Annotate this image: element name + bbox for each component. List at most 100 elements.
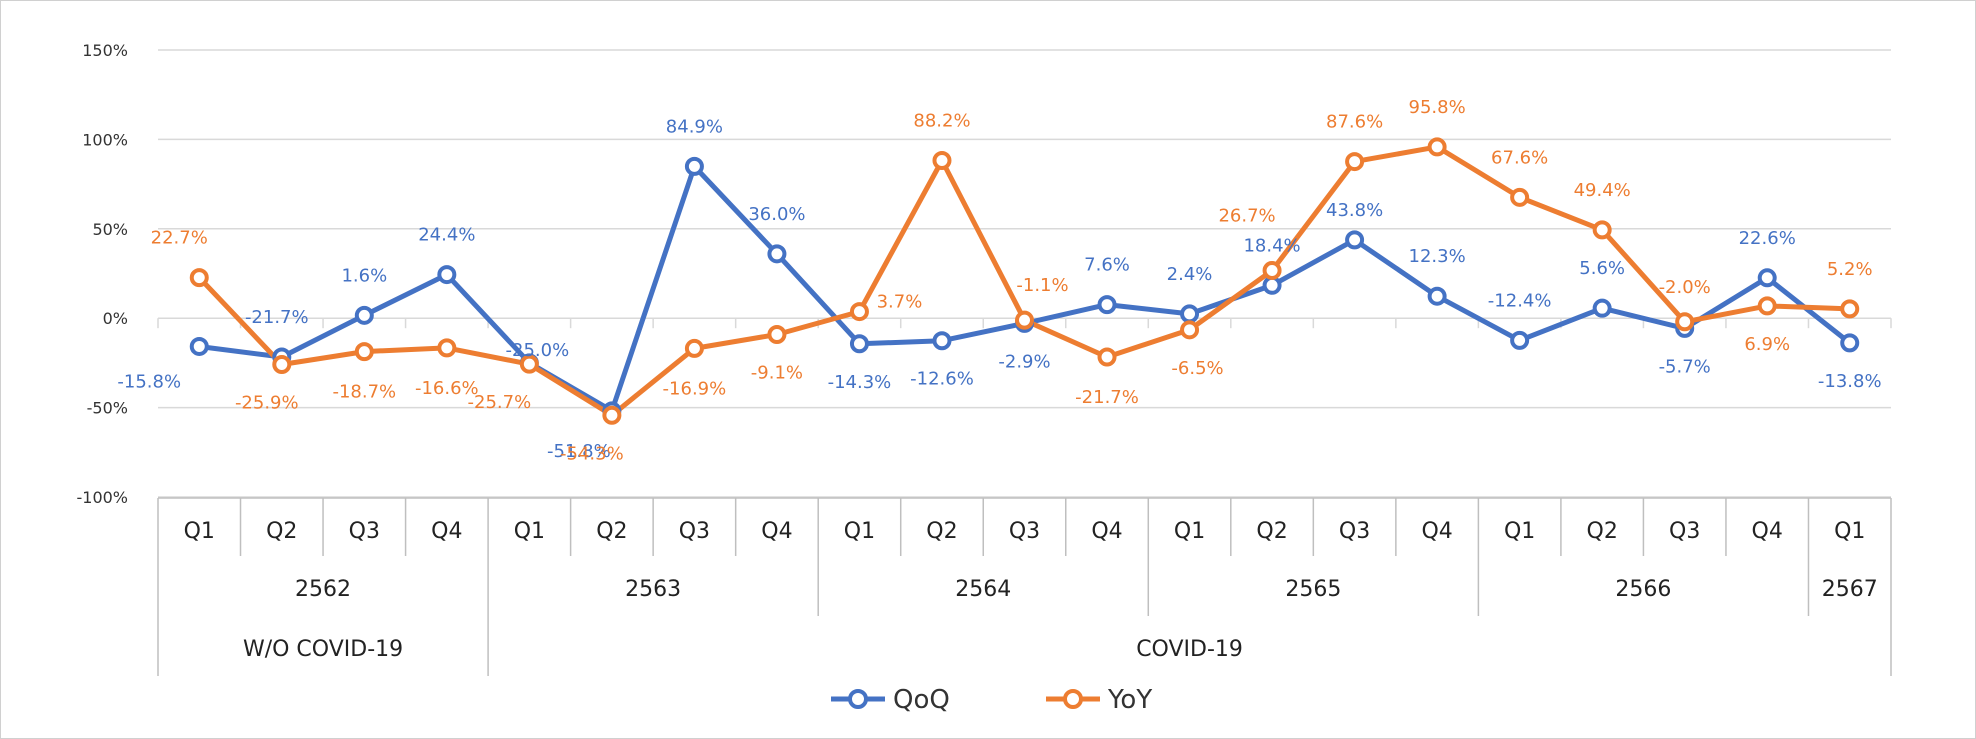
data-label-qoq: 36.0% xyxy=(748,204,805,225)
quarter-label: Q3 xyxy=(679,519,710,544)
data-point-qoq xyxy=(1097,295,1117,315)
category-axis: Q1 Q2 Q3 Q4 Q1 Q2 Q3 Q4 Q1 Q2 Q3 Q4 Q1 Q2 Q3 Q4 Q1 Q2 Q3 Q4… xyxy=(157,497,1892,676)
data-label-yoy: 3.7% xyxy=(877,292,923,313)
data-point-qoq xyxy=(849,334,869,354)
legend: QoQ YoY xyxy=(831,685,1152,715)
quarter-label: Q2 xyxy=(1587,519,1618,544)
data-label-qoq: 12.3% xyxy=(1409,246,1466,267)
data-label-yoy: 87.6% xyxy=(1326,112,1383,133)
data-label-qoq: -13.8% xyxy=(1818,371,1882,392)
quarter-label: Q2 xyxy=(1256,519,1287,544)
data-label-yoy: 5.2% xyxy=(1827,259,1873,280)
y-tick-label: 50% xyxy=(92,220,128,239)
data-point-yoy xyxy=(1180,320,1200,340)
data-label-yoy: -54.3% xyxy=(560,443,624,464)
quarter-label: Q3 xyxy=(1009,519,1040,544)
year-label: 2563 xyxy=(625,577,681,602)
legend-marker-point xyxy=(1063,689,1083,709)
data-point-qoq xyxy=(1345,230,1365,250)
data-label-yoy: -6.5% xyxy=(1171,358,1223,379)
quarter-label: Q1 xyxy=(184,519,215,544)
data-label-yoy: 26.7% xyxy=(1218,205,1275,226)
quarter-label: Q2 xyxy=(266,519,297,544)
data-point-yoy xyxy=(602,405,622,425)
quarter-label: Q2 xyxy=(926,519,957,544)
data-point-yoy xyxy=(1592,220,1612,240)
data-point-qoq xyxy=(1840,333,1860,353)
quarter-label: Q1 xyxy=(1834,519,1865,544)
data-label-yoy: 49.4% xyxy=(1574,180,1631,201)
y-tick-label: 0% xyxy=(103,309,128,328)
data-point-yoy xyxy=(767,324,787,344)
quarter-label: Q3 xyxy=(1669,519,1700,544)
data-point-qoq xyxy=(1262,275,1282,295)
data-label-yoy: 95.8% xyxy=(1409,97,1466,118)
data-label-yoy: -25.7% xyxy=(468,392,532,413)
data-label-qoq: -21.7% xyxy=(245,307,309,328)
data-label-yoy: 88.2% xyxy=(913,110,970,131)
data-point-qoq xyxy=(1757,268,1777,288)
data-point-qoq xyxy=(437,265,457,285)
data-point-yoy xyxy=(1675,312,1695,332)
legend-marker-point xyxy=(848,689,868,709)
data-label-yoy: -21.7% xyxy=(1075,387,1139,408)
year-label: 2565 xyxy=(1285,577,1341,602)
data-point-yoy xyxy=(1262,260,1282,280)
year-label: 2564 xyxy=(955,577,1011,602)
data-point-yoy xyxy=(1427,137,1447,157)
quarter-label: Q1 xyxy=(514,519,545,544)
data-label-qoq: 1.6% xyxy=(341,265,387,286)
quarter-label: Q3 xyxy=(1339,519,1370,544)
data-label-yoy: -1.1% xyxy=(1016,275,1068,296)
data-point-qoq xyxy=(1180,304,1200,324)
data-point-yoy xyxy=(1840,299,1860,319)
quarter-label: Q2 xyxy=(596,519,627,544)
data-label-qoq: -12.6% xyxy=(910,369,974,390)
data-point-yoy xyxy=(1015,310,1034,330)
y-tick-label: 100% xyxy=(82,130,128,149)
data-label-yoy: 67.6% xyxy=(1491,147,1548,168)
series-layer xyxy=(189,137,1860,425)
data-point-yoy xyxy=(437,338,457,358)
legend-label: YoY xyxy=(1107,685,1152,715)
y-tick-label: 150% xyxy=(82,41,128,60)
data-label-yoy: -25.9% xyxy=(235,393,299,414)
y-tick-label: -50% xyxy=(87,399,128,418)
data-label-yoy: 6.9% xyxy=(1744,334,1790,355)
data-label-yoy: -9.1% xyxy=(751,362,803,383)
data-label-yoy: -16.6% xyxy=(415,378,479,399)
quarter-label: Q4 xyxy=(1091,519,1122,544)
y-axis-ticks: 150% 100% 50% 0% -50% -100% xyxy=(76,41,128,507)
data-label-qoq: -51.8% xyxy=(547,441,611,462)
period-label: COVID-19 xyxy=(1136,637,1243,662)
data-point-qoq xyxy=(1510,330,1530,350)
data-label-qoq: 84.9% xyxy=(666,116,723,137)
data-labels: -15.8% -21.7% 1.6% 24.4% -25.0% -51.8% 84.9% 36… xyxy=(117,97,1881,464)
data-label-yoy: -2.0% xyxy=(1659,277,1711,298)
data-label-qoq: 43.8% xyxy=(1326,200,1383,221)
data-point-yoy xyxy=(684,338,704,358)
quarter-label: Q4 xyxy=(1421,519,1452,544)
legend-label: QoQ xyxy=(893,685,950,715)
quarter-label: Q3 xyxy=(349,519,380,544)
data-label-qoq: -5.7% xyxy=(1659,356,1711,377)
year-label: 2566 xyxy=(1615,577,1671,602)
data-point-qoq xyxy=(767,244,787,264)
data-label-yoy: -18.7% xyxy=(332,382,396,403)
data-point-yoy xyxy=(519,354,539,374)
data-point-yoy xyxy=(1757,296,1777,316)
data-point-yoy xyxy=(1097,347,1117,367)
data-point-yoy xyxy=(932,150,952,170)
data-point-qoq xyxy=(1592,298,1612,318)
data-label-yoy: 22.7% xyxy=(151,228,208,249)
data-point-qoq xyxy=(684,156,704,176)
quarter-label: Q4 xyxy=(1752,519,1783,544)
data-point-qoq xyxy=(1427,286,1447,306)
data-label-yoy: -16.9% xyxy=(663,378,727,399)
data-label-qoq: 18.4% xyxy=(1243,235,1300,256)
data-label-qoq: 7.6% xyxy=(1084,255,1130,276)
period-label: W/O COVID-19 xyxy=(243,637,403,662)
data-point-qoq xyxy=(354,305,374,325)
